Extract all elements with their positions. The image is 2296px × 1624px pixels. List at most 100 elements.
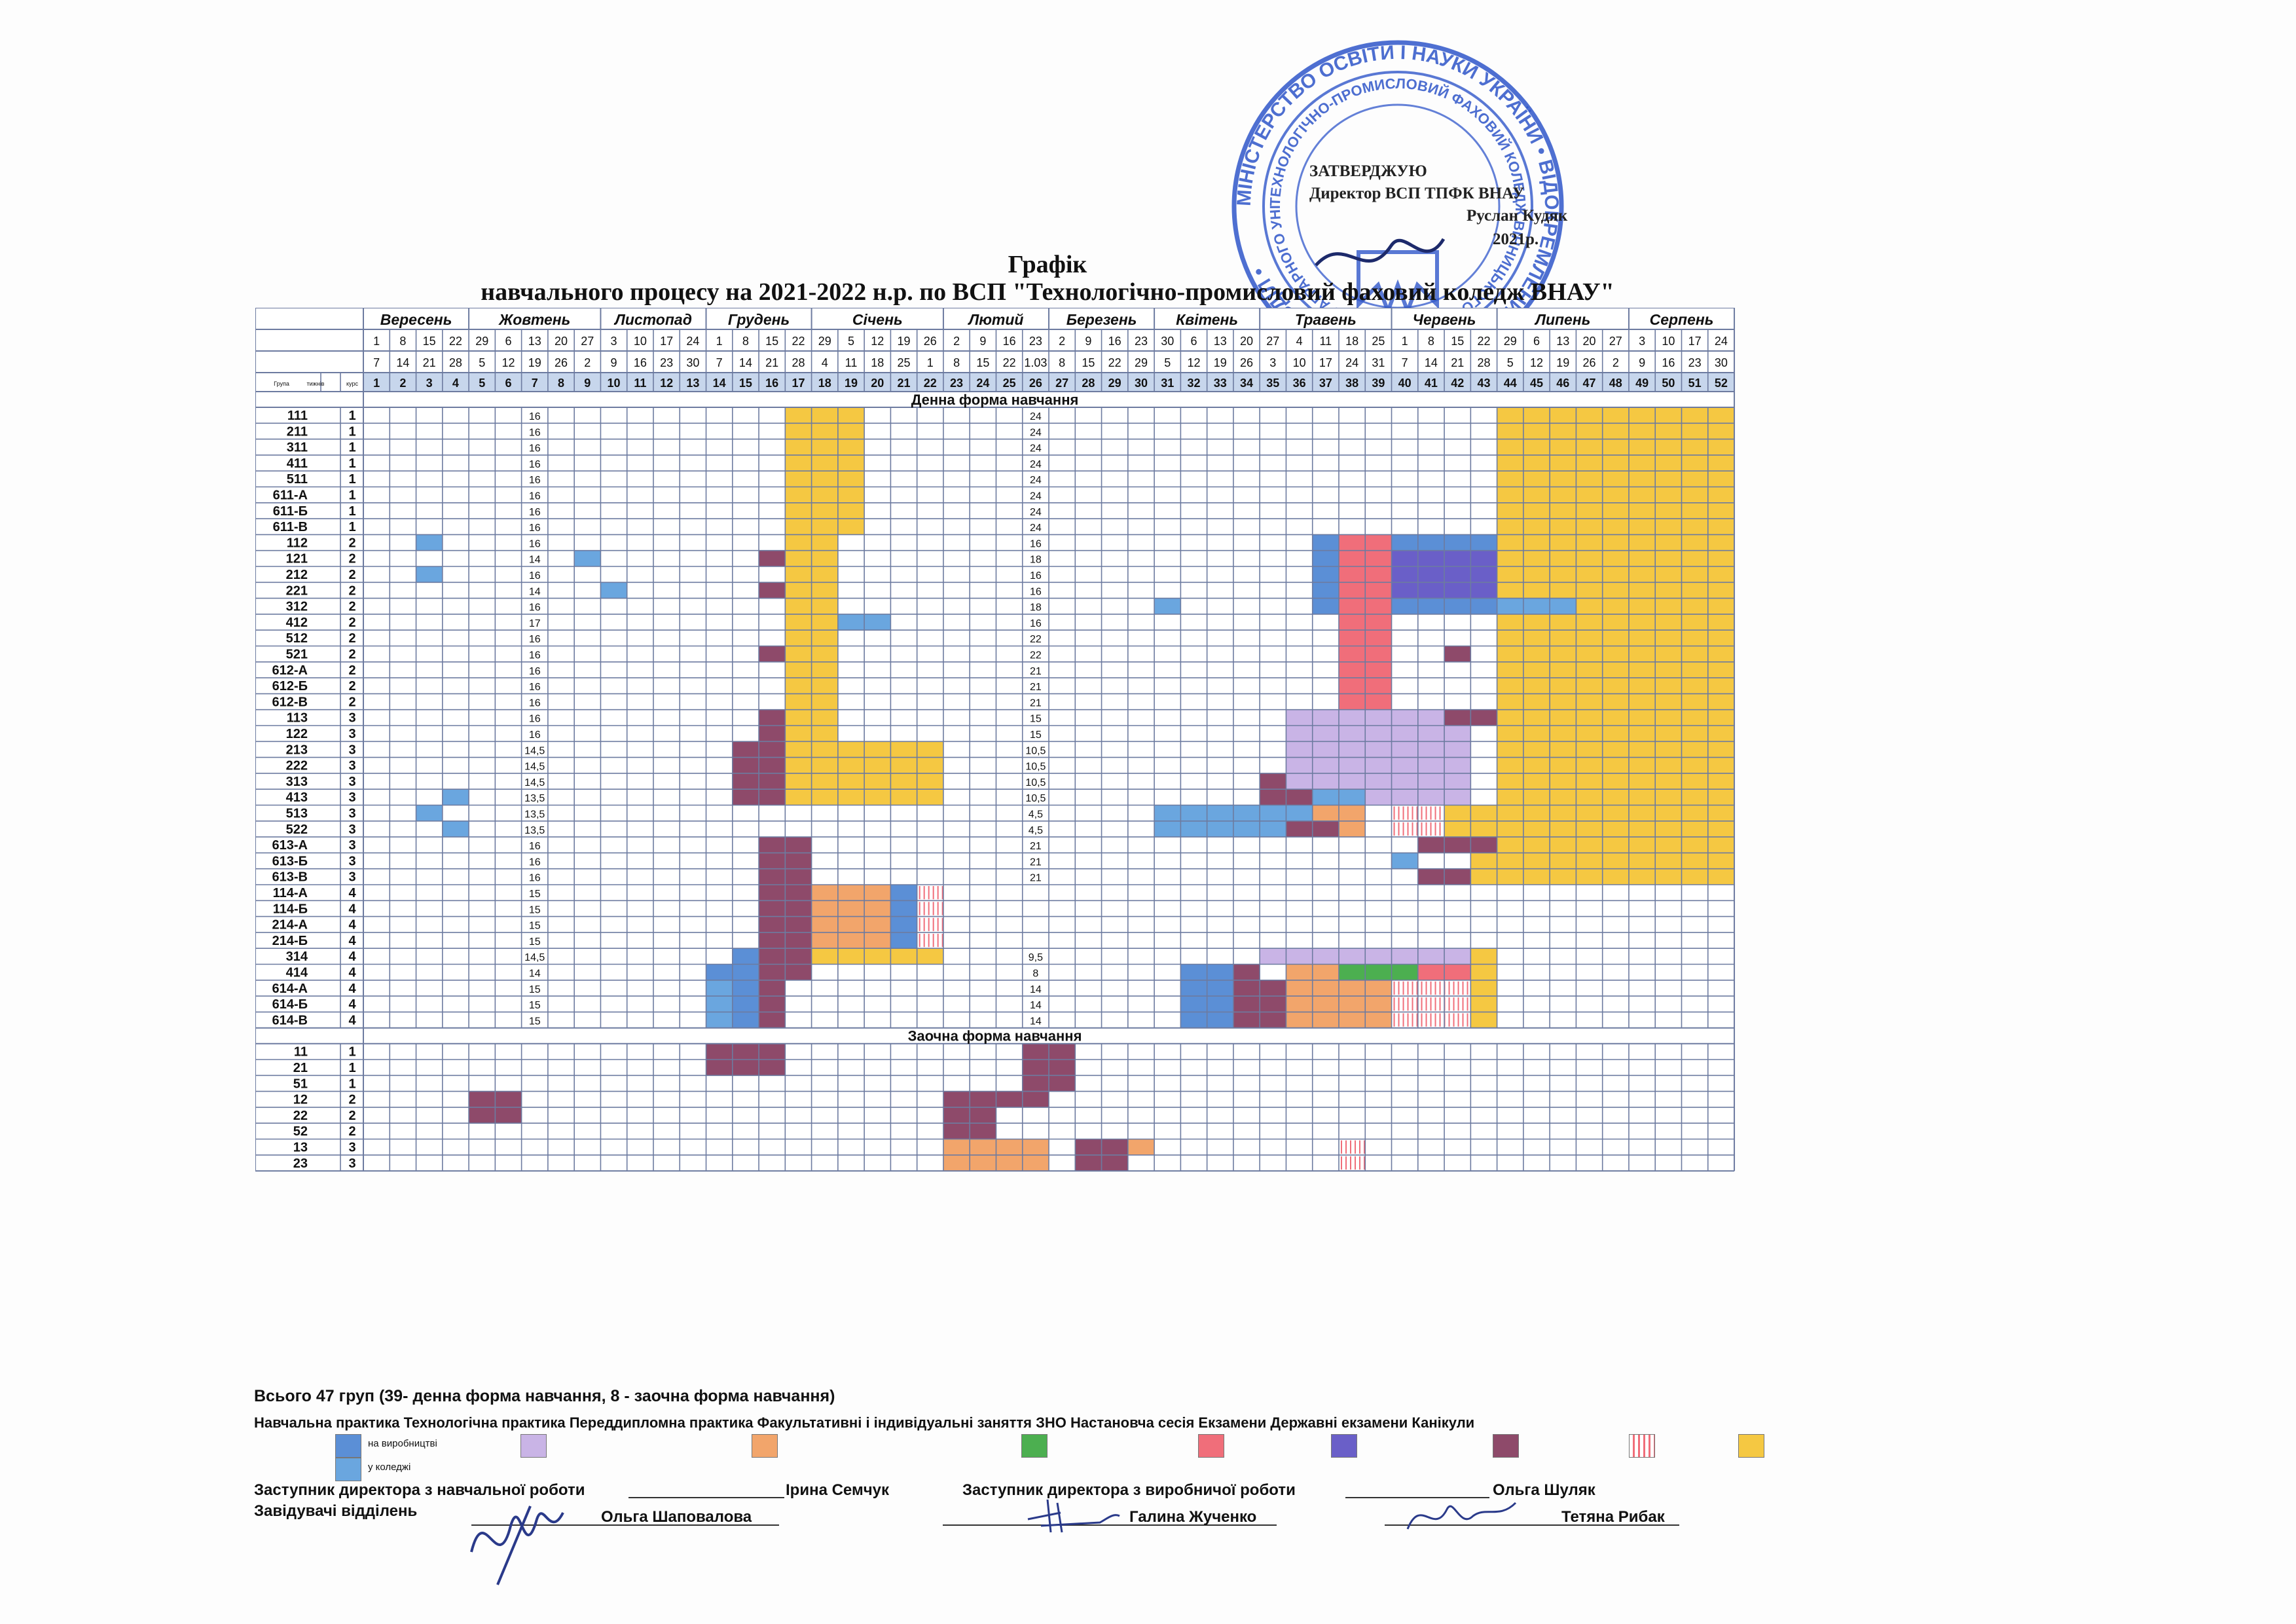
page-subtitle: навчального процесу на 2021-2022 н.р. по…: [481, 278, 1614, 306]
course-number: 2: [348, 648, 355, 662]
week-number: 25: [1003, 377, 1016, 390]
course-number: 4: [348, 982, 356, 996]
signature-scribble: [1315, 238, 1446, 267]
week-end-date: 10: [1293, 356, 1306, 369]
week-start-date: 3: [611, 335, 617, 348]
week-number: 13: [686, 377, 699, 390]
group-name: 612-А: [272, 663, 308, 678]
semester-1-weeks: 16: [529, 841, 541, 852]
schedule-grid: Вересень Жовтень Листопад Грудень Січень Люти…: [255, 308, 1736, 1172]
legend-zno-swatch: [1629, 1434, 1655, 1458]
week-start-date: 11: [1320, 335, 1332, 348]
schedule-cell: [442, 821, 469, 838]
schedule-cell: [1497, 773, 1735, 790]
semester-2-weeks: 15: [1030, 729, 1042, 741]
week-start-date: 29: [818, 335, 831, 348]
course-number: 3: [348, 727, 355, 741]
week-start-date: 1: [716, 335, 723, 348]
course-number: 4: [348, 902, 356, 916]
schedule-cell: [1286, 709, 1471, 726]
week-number: 11: [634, 377, 646, 390]
signature-line: [943, 1524, 1277, 1526]
week-start-date: 22: [1477, 335, 1490, 348]
course-number: 4: [348, 886, 356, 900]
semester-1-weeks: 16: [529, 459, 541, 470]
week-start-date: 16: [1003, 335, 1016, 348]
week-start-date: 15: [423, 335, 436, 348]
group-name: 613-А: [272, 838, 308, 853]
group-name: 613-Б: [272, 854, 308, 868]
week-end-date: 5: [479, 356, 485, 369]
week-number: 41: [1425, 377, 1438, 390]
group-name: 51: [293, 1077, 308, 1091]
week-number: 23: [950, 377, 963, 390]
schedule-cell: [706, 980, 733, 997]
week-end-date: 12: [1187, 356, 1200, 369]
deputy-production-name: Ольга Шуляк: [1493, 1481, 1595, 1499]
week-start-date: 22: [449, 335, 462, 348]
schedule-cell: [1470, 980, 1497, 997]
schedule-cell: [811, 900, 891, 917]
group-name: 511: [287, 472, 308, 487]
schedule-cell: [706, 996, 733, 1012]
week-number: 3: [426, 377, 433, 390]
semester-2-weeks: 14: [1030, 1016, 1042, 1027]
schedule-cell: [759, 709, 786, 726]
zno-cell: [1338, 1139, 1366, 1155]
semester-2-weeks: 24: [1030, 523, 1042, 534]
group-name: 311: [287, 441, 308, 455]
group-name: 611-В: [273, 520, 308, 534]
course-number: 3: [348, 790, 355, 805]
course-number: 3: [348, 759, 355, 773]
week-number: 2: [399, 377, 406, 390]
group-name: 513: [286, 807, 308, 821]
week-end-date: 3: [1269, 356, 1276, 369]
group-name: 112: [287, 536, 308, 550]
semester-1-weeks: 15: [529, 936, 541, 948]
course-number: 4: [348, 950, 356, 964]
schedule-cell: [890, 916, 917, 932]
weeks-column-header: тижнів: [307, 380, 325, 387]
week-start-date: 13: [1556, 335, 1569, 348]
approval-line-3: Руслан Кудяк: [1467, 207, 1568, 225]
week-start-date: 26: [924, 335, 937, 348]
week-start-date: 6: [1190, 335, 1197, 348]
semester-1-weeks: 15: [529, 1000, 541, 1011]
legend-state-exam-swatch: [1493, 1434, 1519, 1458]
week-end-date: 5: [1164, 356, 1171, 369]
semester-2-weeks: 14: [1030, 1000, 1042, 1011]
day-section-label: Денна форма навчання: [911, 392, 1079, 408]
semester-2-weeks: 10,5: [1025, 762, 1046, 773]
course-number: 3: [348, 1156, 355, 1171]
week-end-date: 19: [528, 356, 541, 369]
week-start-date: 2: [1059, 335, 1065, 348]
schedule-cell: [890, 885, 917, 901]
group-name: 23: [293, 1156, 308, 1171]
week-number: 4: [452, 377, 459, 390]
group-column-header: Група: [274, 380, 289, 387]
schedule-cell: [759, 646, 786, 662]
course-number: 2: [348, 552, 355, 566]
semester-2-weeks: 16: [1030, 570, 1042, 581]
schedule-cell: [811, 916, 891, 932]
schedule-cell: [1497, 582, 1735, 599]
group-name: 411: [287, 456, 308, 471]
week-end-date: 5: [1507, 356, 1514, 369]
schedule-cell: [1497, 757, 1735, 773]
week-start-date: 10: [634, 335, 647, 348]
semester-1-weeks: 16: [529, 602, 541, 614]
semester-2-weeks: 18: [1030, 555, 1042, 566]
semester-1-weeks: 16: [529, 634, 541, 645]
schedule-cell: [1444, 646, 1471, 662]
week-end-date: 15: [1082, 356, 1095, 369]
semester-1-weeks: 15: [529, 904, 541, 915]
week-end-date: 4: [822, 356, 828, 369]
week-number: 34: [1240, 377, 1253, 390]
week-start-date: 24: [1715, 335, 1728, 348]
week-number: 10: [608, 377, 621, 390]
course-number: 3: [348, 711, 355, 726]
week-end-date: 22: [1003, 356, 1016, 369]
week-start-date: 16: [1108, 335, 1121, 348]
week-end-date: 26: [1583, 356, 1596, 369]
semester-2-weeks: 4,5: [1029, 809, 1043, 821]
